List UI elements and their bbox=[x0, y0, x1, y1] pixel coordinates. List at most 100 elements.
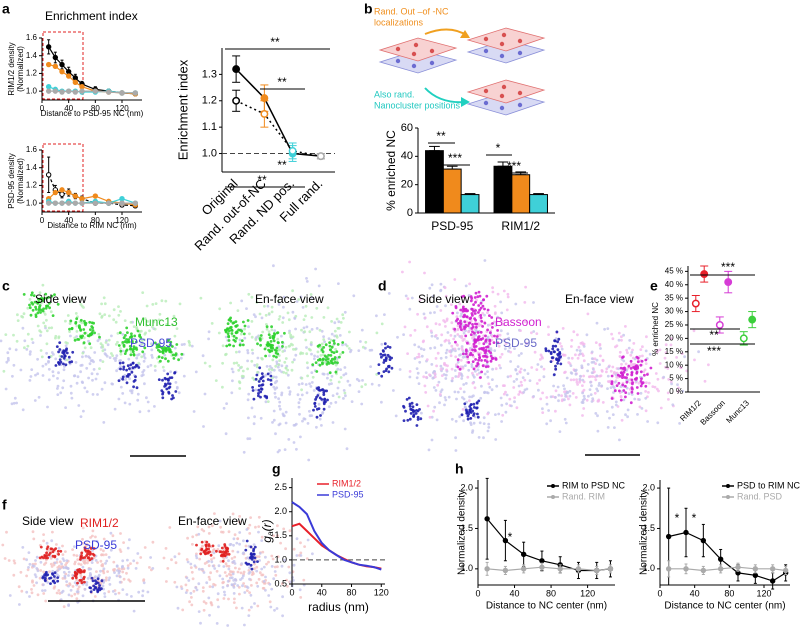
localization bbox=[83, 556, 86, 559]
localization bbox=[52, 314, 55, 317]
localization bbox=[291, 361, 294, 364]
localization bbox=[258, 578, 261, 581]
localization bbox=[655, 372, 658, 375]
localization bbox=[480, 359, 483, 362]
localization bbox=[486, 413, 489, 416]
localization bbox=[44, 579, 47, 582]
localization bbox=[554, 410, 557, 413]
localization bbox=[635, 368, 638, 371]
localization bbox=[611, 366, 614, 369]
localization bbox=[435, 334, 438, 337]
localization bbox=[323, 316, 326, 319]
data-point bbox=[93, 201, 97, 205]
localization bbox=[412, 409, 415, 412]
localization bbox=[471, 308, 474, 311]
localization bbox=[260, 387, 263, 390]
data-point bbox=[106, 90, 110, 94]
localization bbox=[369, 365, 372, 368]
localization bbox=[640, 370, 643, 373]
localization bbox=[483, 416, 486, 419]
localization bbox=[162, 366, 165, 369]
localization bbox=[93, 351, 96, 354]
localization bbox=[63, 571, 66, 574]
localization bbox=[267, 373, 270, 376]
localization bbox=[342, 397, 345, 400]
localization bbox=[102, 585, 105, 588]
localization bbox=[336, 392, 339, 395]
localization bbox=[519, 391, 522, 394]
localization bbox=[83, 341, 86, 344]
localization bbox=[348, 347, 351, 350]
localization bbox=[251, 386, 254, 389]
localization bbox=[75, 317, 78, 320]
localization bbox=[332, 340, 335, 343]
data-point bbox=[46, 62, 50, 66]
localization bbox=[255, 336, 258, 339]
localization bbox=[129, 562, 132, 565]
localization bbox=[451, 312, 454, 315]
localization bbox=[146, 305, 149, 308]
localization bbox=[630, 362, 633, 365]
localization bbox=[141, 350, 144, 353]
localization bbox=[52, 555, 55, 558]
localization bbox=[124, 378, 127, 381]
localization bbox=[644, 390, 647, 393]
localization bbox=[300, 329, 303, 332]
localization bbox=[473, 343, 476, 346]
localization bbox=[253, 422, 256, 425]
localization bbox=[310, 316, 313, 319]
localization bbox=[299, 541, 302, 544]
localization bbox=[506, 309, 509, 312]
localization bbox=[463, 332, 466, 335]
localization bbox=[461, 349, 464, 352]
localization bbox=[94, 575, 97, 578]
localization bbox=[285, 372, 288, 375]
localization bbox=[478, 342, 481, 345]
localization bbox=[467, 418, 470, 421]
localization bbox=[171, 376, 174, 379]
localization bbox=[27, 568, 30, 571]
localization bbox=[202, 354, 205, 357]
localization bbox=[515, 378, 518, 381]
localization bbox=[500, 329, 503, 332]
localization bbox=[57, 351, 60, 354]
localization bbox=[483, 391, 486, 394]
localization bbox=[335, 334, 338, 337]
localization bbox=[202, 590, 205, 593]
localization bbox=[697, 350, 700, 353]
data-point bbox=[80, 89, 84, 93]
localization bbox=[102, 572, 105, 575]
localization bbox=[570, 339, 573, 342]
localization bbox=[41, 589, 44, 592]
localization bbox=[626, 415, 629, 418]
localization bbox=[274, 432, 277, 435]
localization bbox=[340, 321, 343, 324]
localization bbox=[406, 398, 409, 401]
localization bbox=[273, 419, 276, 422]
localization bbox=[259, 339, 262, 342]
data-point bbox=[701, 568, 705, 572]
data-point bbox=[736, 565, 740, 569]
localization bbox=[161, 299, 164, 302]
localization bbox=[276, 565, 279, 568]
localization bbox=[572, 330, 575, 333]
localization bbox=[430, 363, 433, 366]
y-axis-label: Enrichment index bbox=[175, 59, 190, 160]
localization bbox=[121, 565, 124, 568]
localization bbox=[242, 321, 245, 324]
localization bbox=[130, 353, 133, 356]
localization bbox=[76, 382, 79, 385]
localization bbox=[267, 341, 270, 344]
localization bbox=[167, 382, 170, 385]
localization bbox=[466, 376, 469, 379]
localization bbox=[26, 307, 29, 310]
localization bbox=[509, 351, 512, 354]
localization bbox=[499, 367, 502, 370]
localization bbox=[482, 299, 485, 302]
localization bbox=[539, 358, 542, 361]
localization bbox=[516, 406, 519, 409]
y-tick-label: 1.0 bbox=[26, 198, 38, 207]
panel-label: c bbox=[2, 278, 10, 294]
localization bbox=[25, 575, 28, 578]
localization bbox=[581, 341, 584, 344]
